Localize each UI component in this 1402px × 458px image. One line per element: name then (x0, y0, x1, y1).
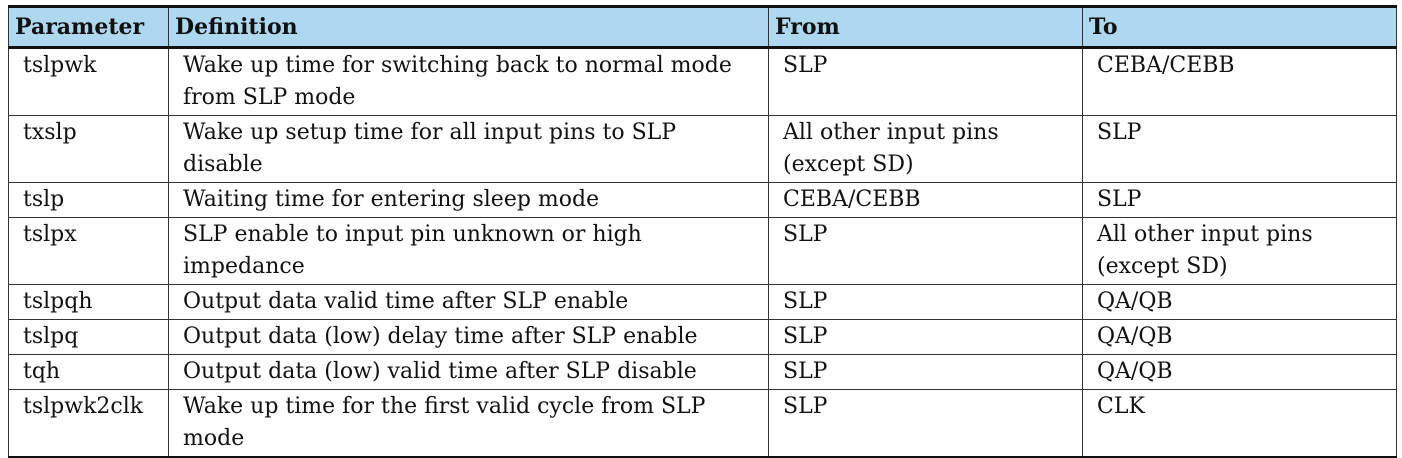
header-from: From (768, 5, 1083, 49)
cell-definition: SLP enable to input pin unknown or high … (168, 217, 769, 285)
cell-definition: Output data (low) delay time after SLP e… (168, 319, 769, 355)
cell-to: CEBA/CEBB (1082, 47, 1397, 116)
cell-to: QA/QB (1082, 319, 1397, 355)
table-row: tslpq Output data (low) delay time after… (8, 319, 1397, 355)
cell-definition: Waiting time for entering sleep mode (168, 182, 769, 218)
cell-definition: Wake up time for the first valid cycle f… (168, 389, 769, 458)
cell-parameter: tslp (8, 182, 169, 218)
table-row: tslpx SLP enable to input pin unknown or… (8, 217, 1397, 285)
table-row: tslp Waiting time for entering sleep mod… (8, 182, 1397, 218)
table-row: tslpwk2clk Wake up time for the first va… (8, 389, 1397, 458)
table-row: tqh Output data (low) valid time after S… (8, 354, 1397, 390)
cell-to: All other input pins (except SD) (1082, 217, 1397, 285)
cell-parameter: txslp (8, 115, 169, 183)
cell-parameter: tslpq (8, 319, 169, 355)
cell-definition: Wake up time for switching back to norma… (168, 47, 769, 116)
cell-from: CEBA/CEBB (768, 182, 1083, 218)
cell-to: CLK (1082, 389, 1397, 458)
timing-parameter-table: Parameter Definition From To tslpwk Wake… (8, 5, 1397, 458)
cell-from: SLP (768, 354, 1083, 390)
header-definition: Definition (168, 5, 769, 49)
cell-parameter: tslpqh (8, 284, 169, 320)
cell-definition: Output data (low) valid time after SLP d… (168, 354, 769, 390)
header-parameter: Parameter (8, 5, 169, 49)
cell-from: SLP (768, 389, 1083, 458)
table-header-row: Parameter Definition From To (8, 5, 1397, 49)
cell-from: SLP (768, 217, 1083, 285)
cell-to: SLP (1082, 182, 1397, 218)
cell-from: All other input pins (except SD) (768, 115, 1083, 183)
table-row: txslp Wake up setup time for all input p… (8, 115, 1397, 183)
cell-definition: Output data valid time after SLP enable (168, 284, 769, 320)
timing-parameter-table-container: Parameter Definition From To tslpwk Wake… (8, 5, 1397, 458)
cell-from: SLP (768, 319, 1083, 355)
cell-to: QA/QB (1082, 284, 1397, 320)
cell-definition: Wake up setup time for all input pins to… (168, 115, 769, 183)
header-to: To (1082, 5, 1397, 49)
cell-to: QA/QB (1082, 354, 1397, 390)
cell-parameter: tqh (8, 354, 169, 390)
cell-parameter: tslpwk (8, 47, 169, 116)
table-row: tslpwk Wake up time for switching back t… (8, 47, 1397, 116)
table-row: tslpqh Output data valid time after SLP … (8, 284, 1397, 320)
cell-to: SLP (1082, 115, 1397, 183)
cell-parameter: tslpwk2clk (8, 389, 169, 458)
cell-parameter: tslpx (8, 217, 169, 285)
cell-from: SLP (768, 284, 1083, 320)
cell-from: SLP (768, 47, 1083, 116)
